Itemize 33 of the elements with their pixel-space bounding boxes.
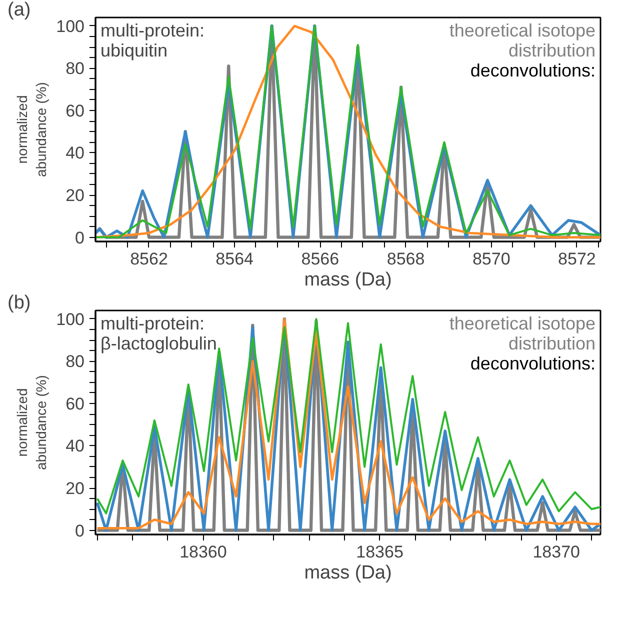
annotation: multi-protein: ubiquitin — [100, 20, 205, 60]
x-axis-title: mass (Da) — [304, 270, 392, 290]
x-tick-label: 18370 — [532, 542, 580, 562]
y-tick-label: 0 — [75, 521, 85, 540]
y-tick-label: 60 — [66, 101, 85, 120]
x-tick-label: 18360 — [180, 542, 227, 562]
y-axis-title: normalized abundance (%) — [14, 82, 50, 177]
x-tick-label: 8568 — [386, 250, 425, 268]
y-tick-label: 20 — [66, 479, 85, 498]
y-tick-label: 40 — [66, 144, 85, 163]
y-tick-label: 60 — [66, 394, 85, 414]
y-tick-label: 100 — [56, 16, 85, 36]
x-tick-label: 8562 — [130, 250, 168, 268]
chart-title: (b) — [8, 292, 31, 314]
x-tick-label: 18365 — [356, 542, 404, 562]
x-axis-title: mass (Da) — [304, 562, 392, 584]
x-tick-label: 8564 — [216, 250, 254, 268]
y-tick-label: 0 — [75, 228, 85, 248]
y-axis-title: normalized abundance (%) — [14, 375, 50, 470]
x-tick-label: 8572 — [558, 250, 596, 268]
y-tick-label: 40 — [66, 436, 85, 456]
text: theoretical isotope distribution — [449, 314, 596, 354]
annotation: deconvolutions: — [470, 60, 596, 80]
x-tick-label: 8566 — [301, 250, 340, 268]
text: theoretical isotope distribution — [449, 20, 596, 60]
y-tick-label: 20 — [66, 186, 85, 206]
y-tick-label: 100 — [56, 310, 85, 329]
x-tick-label: 8570 — [472, 250, 510, 268]
chart-title: (a) — [8, 0, 31, 20]
annotation: deconvolutions: — [470, 354, 596, 374]
annotation: multi-protein: β-lactoglobulin — [100, 314, 217, 354]
y-tick-label: 80 — [66, 59, 85, 78]
y-tick-label: 80 — [66, 352, 85, 372]
